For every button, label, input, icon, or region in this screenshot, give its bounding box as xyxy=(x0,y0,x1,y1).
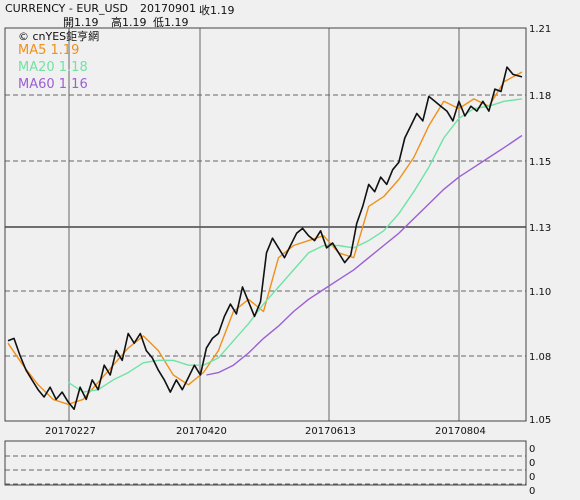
x-tick-label: 20170420 xyxy=(176,426,227,437)
y-tick-label: 1.08 xyxy=(529,352,551,363)
grid xyxy=(5,28,526,485)
legend-item: MA20 1.18 xyxy=(18,60,88,75)
sub-tick-label: 0 xyxy=(529,472,535,483)
y-tick-label: 1.10 xyxy=(529,287,551,298)
series-line-eur_usd xyxy=(7,66,523,410)
sub-tick-label: 0 xyxy=(529,458,535,469)
x-tick-label: 20170613 xyxy=(305,426,356,437)
date-label: 20170901 xyxy=(140,2,196,15)
x-tick-label: 20170804 xyxy=(435,426,486,437)
y-tick-label: 1.05 xyxy=(529,415,551,426)
low-label: 低1.19 xyxy=(153,16,189,29)
legend-item: MA5 1.19 xyxy=(18,43,79,58)
sub-plot-frame xyxy=(4,440,527,486)
main-plot-frame xyxy=(4,27,527,422)
chart-header: CURRENCY - EUR_USD 20170901 收1.19 開1.19 … xyxy=(0,0,580,40)
sub-tick-label: 0 xyxy=(529,444,535,455)
y-tick-label: 1.15 xyxy=(529,157,551,168)
series-line-ma20 xyxy=(67,98,523,393)
high-label: 高1.19 xyxy=(111,16,147,29)
open-label: 開1.19 xyxy=(63,16,99,29)
series-line-ma5 xyxy=(7,71,523,405)
watermark: © cnYES鉅亨網 xyxy=(18,29,99,43)
series-line-ma60 xyxy=(206,134,523,376)
y-tick-label: 1.18 xyxy=(529,91,551,102)
y-tick-label: 1.13 xyxy=(529,223,551,234)
x-tick-label: 20170227 xyxy=(45,426,96,437)
legend: © cnYES鉅亨網 MA5 1.19 MA20 1.18 MA60 1.16 xyxy=(18,29,99,92)
y-tick-label: 1.21 xyxy=(529,24,551,35)
sub-tick-label: 0 xyxy=(529,486,535,497)
close-label: 收1.19 xyxy=(199,4,235,17)
series-layer xyxy=(7,66,523,410)
legend-item: MA60 1.16 xyxy=(18,77,88,92)
symbol-label: CURRENCY - EUR_USD xyxy=(5,2,129,15)
ticks: 1.21 1.18 1.15 1.13 1.10 1.08 1.05 20170227 2017… xyxy=(45,24,551,497)
